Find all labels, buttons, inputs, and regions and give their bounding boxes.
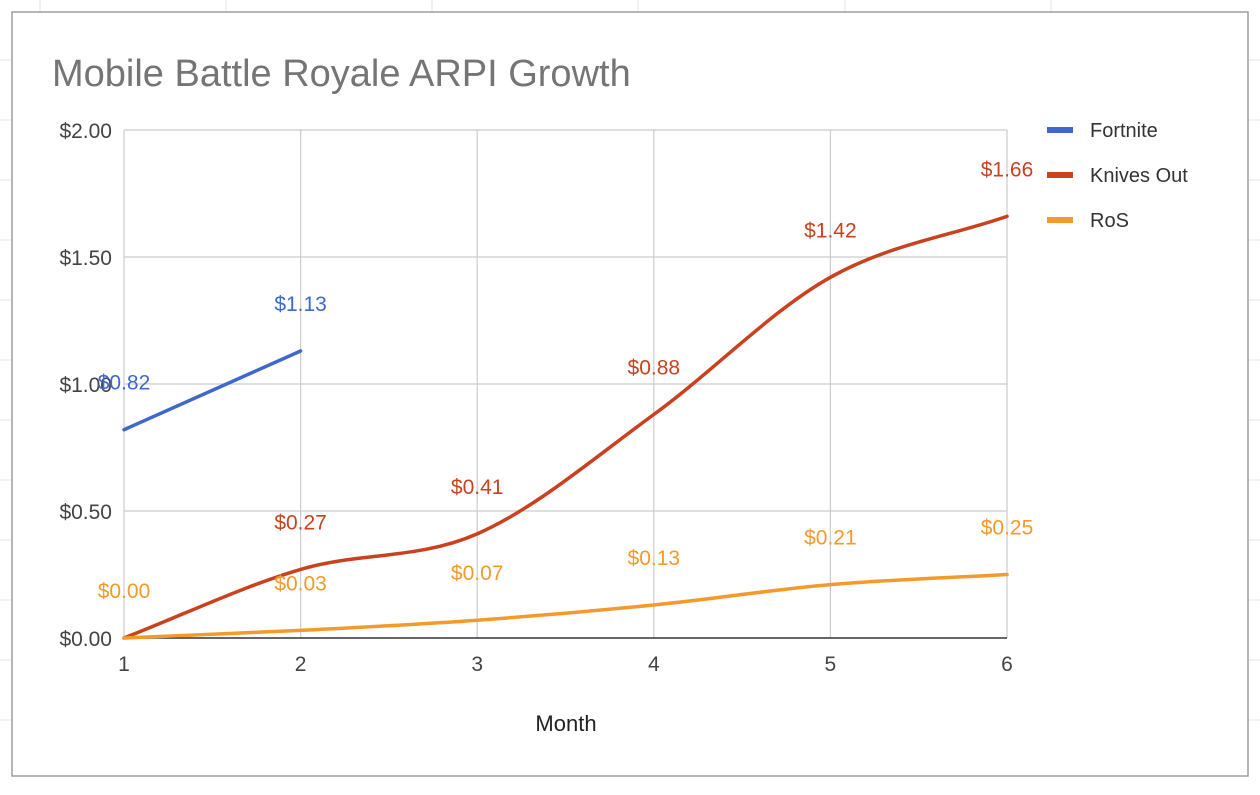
x-tick-label: 2 [295,653,307,676]
data-label: $0.13 [628,547,681,570]
x-tick-label: 5 [825,653,837,676]
x-tick-label: 6 [1001,653,1013,676]
y-tick-label: $1.00 [59,374,112,397]
x-tick-label: 3 [471,653,483,676]
sheet-gridlines [0,0,1260,721]
data-label: $0.07 [451,562,504,585]
legend: Fortnite Knives Out RoS [1047,120,1188,232]
data-label: $0.82 [98,372,151,395]
series-lines [122,214,1009,640]
series-line-knives-out [122,214,1009,640]
y-tick-label: $0.50 [59,501,112,524]
legend-swatch [1047,217,1073,223]
y-tick-label: $2.00 [59,120,112,143]
data-label: $0.27 [274,511,327,534]
plot-gridlines [123,129,1008,639]
series-line-fortnite [122,349,303,432]
y-tick-label: $1.50 [59,247,112,270]
data-label: $0.25 [981,517,1034,540]
data-label: $0.41 [451,476,504,499]
legend-label: Knives Out [1090,165,1188,187]
data-label: $0.21 [804,527,857,550]
x-tick-label: 1 [118,653,130,676]
legend-label: RoS [1090,210,1129,232]
x-tick-label: 4 [648,653,660,676]
y-tick-label: $0.00 [59,628,112,651]
legend-swatch [1047,127,1073,133]
data-label: $1.66 [981,158,1034,181]
data-label: $1.42 [804,219,857,242]
data-labels: $0.82 $1.13 $0.27 $0.41 $0.88 $1.42 $1.66 $0.00… [98,158,1034,603]
x-axis: 1 2 3 4 5 6 [118,653,1013,676]
data-label: $0.88 [628,356,681,379]
x-axis-label: Month [535,711,596,736]
data-label: $0.00 [98,580,151,603]
data-label: $0.03 [274,572,327,595]
y-axis: $0.00 $0.50 $1.00 $1.50 $2.00 [59,120,112,651]
data-label: $1.13 [274,293,327,316]
chart-title: Mobile Battle Royale ARPI Growth [52,53,631,95]
series-line-ros [122,572,1009,640]
legend-label: Fortnite [1090,120,1158,142]
chart-border [11,11,1249,777]
legend-swatch [1047,172,1073,178]
